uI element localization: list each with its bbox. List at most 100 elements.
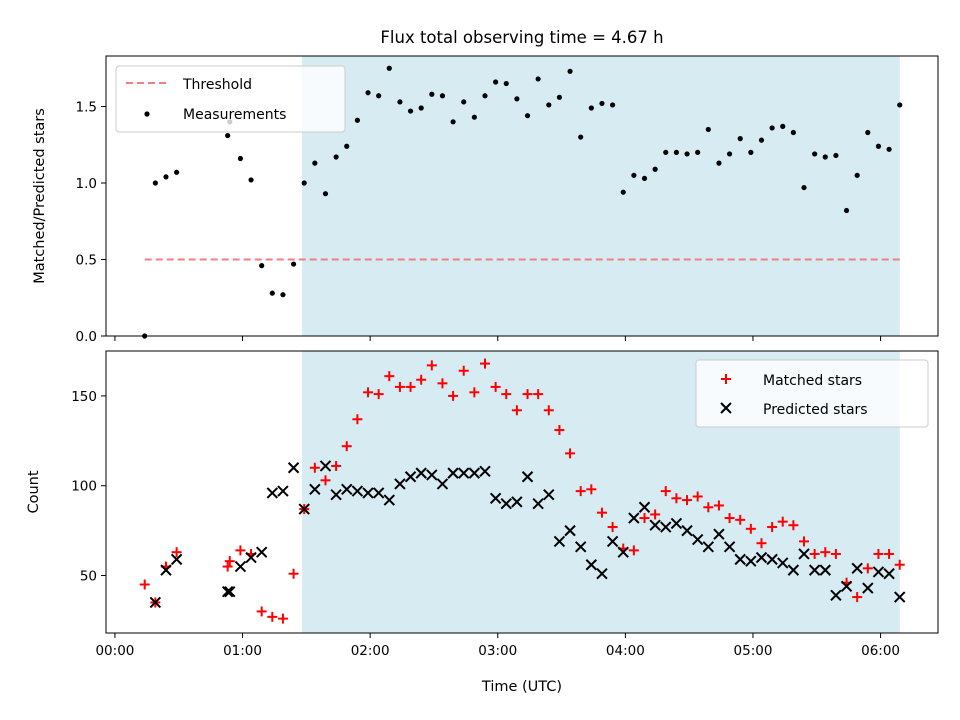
matched-star-point: [543, 405, 554, 416]
predicted-star-point: [404, 471, 417, 483]
predicted-star-point: [277, 485, 289, 497]
predicted-star-point: [415, 467, 427, 479]
measurement-point: [833, 152, 839, 159]
predicted-star-point: [894, 591, 906, 603]
measurement-point: [897, 102, 903, 108]
legend-plus-marker: [721, 374, 731, 384]
measurement-point: [556, 94, 563, 100]
matched-star-point: [511, 405, 522, 416]
top-y-tick-label: 0.0: [76, 329, 97, 345]
measurement-point: [259, 263, 265, 269]
bottom-legend: Matched stars Predicted stars: [695, 359, 929, 428]
matched-star-point: [469, 387, 480, 398]
measurement-point: [769, 125, 775, 131]
predicted-star-point: [521, 471, 534, 483]
predicted-star-point: [160, 564, 172, 576]
measurement-point: [163, 174, 169, 180]
predicted-star-point: [543, 488, 555, 501]
predicted-star-point: [500, 497, 512, 510]
measurement-point: [737, 136, 743, 142]
predicted-star-point: [362, 487, 374, 499]
matched-star-point: [479, 358, 490, 369]
top-observing-span: [302, 56, 900, 336]
measurement-point: [748, 149, 754, 155]
measurement-point: [663, 149, 669, 155]
measurement-point: [503, 80, 509, 87]
measurement-point: [152, 180, 158, 186]
measurement-point: [301, 180, 307, 186]
measurement-point: [716, 160, 722, 166]
predicted-star-point: [298, 503, 310, 515]
matched-star-point: [607, 522, 618, 533]
top-legend: Threshold Measurements: [115, 65, 346, 133]
matched-star-point: [682, 495, 693, 506]
measurement-point: [365, 90, 371, 96]
measurement-point: [514, 96, 520, 102]
predicted-star-point: [372, 487, 385, 499]
predicted-star-point: [564, 524, 576, 537]
predicted-star-point: [266, 487, 279, 499]
matched-star-point: [735, 514, 746, 525]
measurement-point: [237, 155, 244, 162]
top-legend-box: [115, 65, 346, 133]
measurement-point: [344, 143, 350, 149]
predicted-star-point: [638, 501, 651, 513]
measurement-point: [578, 134, 584, 140]
measurement-point: [397, 99, 403, 105]
legend-predicted-swatch: [720, 402, 732, 414]
predicted-star-point: [745, 555, 757, 567]
bottom-y-tick-label: 100: [71, 479, 97, 495]
measurement-point: [610, 102, 616, 108]
top-y-axis-label: Matched/Predicted stars: [32, 108, 48, 284]
predicted-star-point: [819, 564, 831, 576]
matched-star-point: [533, 389, 544, 400]
matched-star-point: [222, 561, 233, 572]
measurement-point: [376, 93, 382, 99]
matched-star-point: [224, 556, 235, 567]
measurement-point: [386, 65, 392, 71]
predicted-star-point: [755, 551, 768, 564]
matched-star-point: [416, 374, 427, 385]
predicted-star-point: [479, 465, 491, 478]
predicted-star-point: [221, 585, 234, 598]
matched-star-point: [767, 522, 778, 533]
top-y-ticks: 0.0 0.5 1.0 1.5: [76, 99, 106, 345]
measurement-point: [865, 129, 871, 136]
matched-star-point: [363, 387, 374, 398]
matched-star-point: [724, 513, 735, 524]
matched-star-point: [426, 360, 437, 371]
predicted-star-point: [341, 483, 353, 496]
measurement-point: [312, 160, 318, 166]
matched-star-point: [522, 389, 533, 400]
top-panel: 0.0 0.5 1.0 1.5 Matched/Predicted stars Thr…: [32, 55, 939, 345]
matched-star-point: [809, 548, 820, 559]
matched-star-point: [448, 390, 459, 401]
bottom-y-axis-label: Count: [26, 470, 42, 513]
bottom-y-tick-label: 50: [80, 569, 97, 585]
matched-star-point: [703, 502, 714, 513]
predicted-star-point: [330, 488, 342, 501]
predicted-star-point: [553, 535, 566, 548]
measurement-point: [790, 129, 796, 136]
predicted-star-point: [383, 494, 395, 506]
measurement-point: [705, 126, 711, 133]
matched-star-point: [405, 381, 416, 392]
matched-star-point: [671, 493, 682, 504]
predicted-star-point: [777, 557, 789, 569]
measurement-point: [493, 79, 499, 85]
matched-star-point: [490, 381, 501, 392]
matched-star-point: [394, 381, 405, 392]
matched-star-point: [788, 520, 799, 531]
measurement-point: [407, 108, 414, 114]
predicted-star-point: [149, 596, 162, 609]
x-tick-label: 03:00: [478, 643, 517, 659]
predicted-star-point: [468, 467, 481, 479]
matched-star-point: [288, 568, 299, 579]
chart-title: Flux total observing time = 4.67 h: [380, 28, 663, 47]
measurement-point: [758, 137, 765, 143]
legend-measurements-label: Measurements: [183, 107, 286, 123]
matched-star-point: [565, 448, 576, 459]
matched-star-point: [352, 414, 363, 425]
measurement-point: [471, 114, 477, 120]
matched-star-point: [341, 441, 352, 452]
